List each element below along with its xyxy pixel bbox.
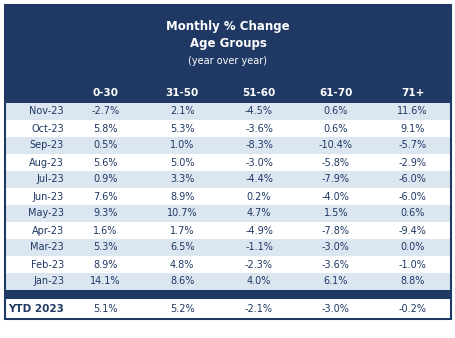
Text: 4.7%: 4.7% bbox=[246, 209, 271, 218]
Text: 8.9%: 8.9% bbox=[93, 260, 117, 269]
Text: YTD 2023: YTD 2023 bbox=[8, 304, 64, 314]
Text: 51-60: 51-60 bbox=[242, 88, 275, 98]
Bar bbox=[5, 273, 450, 290]
Text: 0.9%: 0.9% bbox=[93, 174, 117, 185]
Bar bbox=[5, 120, 450, 137]
Text: 6.5%: 6.5% bbox=[170, 242, 194, 252]
Bar bbox=[5, 222, 450, 239]
Text: -10.4%: -10.4% bbox=[318, 141, 352, 150]
Bar bbox=[5, 205, 450, 222]
Text: 7.6%: 7.6% bbox=[93, 192, 117, 201]
Text: -0.2%: -0.2% bbox=[398, 304, 426, 314]
Text: -8.3%: -8.3% bbox=[244, 141, 273, 150]
Bar bbox=[5, 5, 450, 83]
Text: -3.0%: -3.0% bbox=[321, 304, 349, 314]
Bar bbox=[5, 83, 450, 103]
Text: -9.4%: -9.4% bbox=[398, 225, 425, 236]
Text: -2.7%: -2.7% bbox=[91, 106, 119, 117]
Text: 11.6%: 11.6% bbox=[396, 106, 427, 117]
Bar bbox=[5, 256, 450, 273]
Text: 1.7%: 1.7% bbox=[170, 225, 194, 236]
Text: -5.8%: -5.8% bbox=[321, 158, 349, 168]
Text: Feb-23: Feb-23 bbox=[30, 260, 64, 269]
Text: 6.1%: 6.1% bbox=[323, 276, 347, 287]
Text: 4.8%: 4.8% bbox=[170, 260, 194, 269]
Text: -2.3%: -2.3% bbox=[244, 260, 273, 269]
Text: -5.7%: -5.7% bbox=[398, 141, 426, 150]
Text: 1.6%: 1.6% bbox=[93, 225, 117, 236]
Text: 10.7%: 10.7% bbox=[167, 209, 197, 218]
Text: -3.6%: -3.6% bbox=[321, 260, 349, 269]
Text: 8.8%: 8.8% bbox=[399, 276, 424, 287]
Text: 9.1%: 9.1% bbox=[399, 123, 424, 134]
Text: 3.3%: 3.3% bbox=[170, 174, 194, 185]
Text: 0.0%: 0.0% bbox=[399, 242, 424, 252]
Text: (year over year): (year over year) bbox=[188, 56, 267, 66]
Text: 0.6%: 0.6% bbox=[323, 106, 347, 117]
Text: 0.6%: 0.6% bbox=[323, 123, 347, 134]
Text: -6.0%: -6.0% bbox=[398, 174, 425, 185]
Text: 0.2%: 0.2% bbox=[246, 192, 271, 201]
Text: 5.1%: 5.1% bbox=[93, 304, 117, 314]
Text: 5.6%: 5.6% bbox=[93, 158, 117, 168]
Bar bbox=[5, 299, 450, 319]
Text: May-23: May-23 bbox=[28, 209, 64, 218]
Text: 5.2%: 5.2% bbox=[170, 304, 194, 314]
Text: -2.9%: -2.9% bbox=[398, 158, 426, 168]
Bar bbox=[5, 103, 450, 120]
Text: Aug-23: Aug-23 bbox=[29, 158, 64, 168]
Bar bbox=[5, 154, 450, 171]
Text: -4.5%: -4.5% bbox=[244, 106, 273, 117]
Text: 9.3%: 9.3% bbox=[93, 209, 117, 218]
Bar bbox=[5, 171, 450, 188]
Text: -7.9%: -7.9% bbox=[321, 174, 349, 185]
Text: -3.0%: -3.0% bbox=[244, 158, 273, 168]
Text: 14.1%: 14.1% bbox=[90, 276, 121, 287]
Text: Apr-23: Apr-23 bbox=[32, 225, 64, 236]
Text: Mar-23: Mar-23 bbox=[30, 242, 64, 252]
Text: Sep-23: Sep-23 bbox=[30, 141, 64, 150]
Text: 31-50: 31-50 bbox=[165, 88, 198, 98]
Bar bbox=[5, 188, 450, 205]
Text: -1.0%: -1.0% bbox=[398, 260, 425, 269]
Text: Jan-23: Jan-23 bbox=[33, 276, 64, 287]
Text: Monthly % Change: Monthly % Change bbox=[166, 20, 289, 33]
Text: 1.0%: 1.0% bbox=[170, 141, 194, 150]
Text: -4.0%: -4.0% bbox=[321, 192, 349, 201]
Text: 4.0%: 4.0% bbox=[246, 276, 271, 287]
Text: 0-30: 0-30 bbox=[92, 88, 118, 98]
Text: 5.8%: 5.8% bbox=[93, 123, 117, 134]
Text: -3.6%: -3.6% bbox=[244, 123, 273, 134]
Text: Age Groups: Age Groups bbox=[189, 38, 266, 50]
Text: 5.0%: 5.0% bbox=[170, 158, 194, 168]
Text: 0.6%: 0.6% bbox=[399, 209, 424, 218]
Text: 8.9%: 8.9% bbox=[170, 192, 194, 201]
Text: -1.1%: -1.1% bbox=[244, 242, 273, 252]
Text: -6.0%: -6.0% bbox=[398, 192, 425, 201]
Text: -3.0%: -3.0% bbox=[321, 242, 349, 252]
Text: -2.1%: -2.1% bbox=[244, 304, 273, 314]
Text: 2.1%: 2.1% bbox=[170, 106, 194, 117]
Text: -7.8%: -7.8% bbox=[321, 225, 349, 236]
Text: 5.3%: 5.3% bbox=[93, 242, 117, 252]
Text: Jun-23: Jun-23 bbox=[33, 192, 64, 201]
Text: 61-70: 61-70 bbox=[318, 88, 352, 98]
Text: Jul-23: Jul-23 bbox=[36, 174, 64, 185]
Bar bbox=[5, 239, 450, 256]
Text: Nov-23: Nov-23 bbox=[29, 106, 64, 117]
Text: 1.5%: 1.5% bbox=[323, 209, 347, 218]
Bar bbox=[5, 137, 450, 154]
Text: Oct-23: Oct-23 bbox=[31, 123, 64, 134]
Text: 71+: 71+ bbox=[400, 88, 423, 98]
Text: 5.3%: 5.3% bbox=[170, 123, 194, 134]
Text: -4.4%: -4.4% bbox=[244, 174, 273, 185]
Text: 8.6%: 8.6% bbox=[170, 276, 194, 287]
Text: -4.9%: -4.9% bbox=[244, 225, 273, 236]
Bar bbox=[5, 290, 450, 299]
Text: 0.5%: 0.5% bbox=[93, 141, 117, 150]
